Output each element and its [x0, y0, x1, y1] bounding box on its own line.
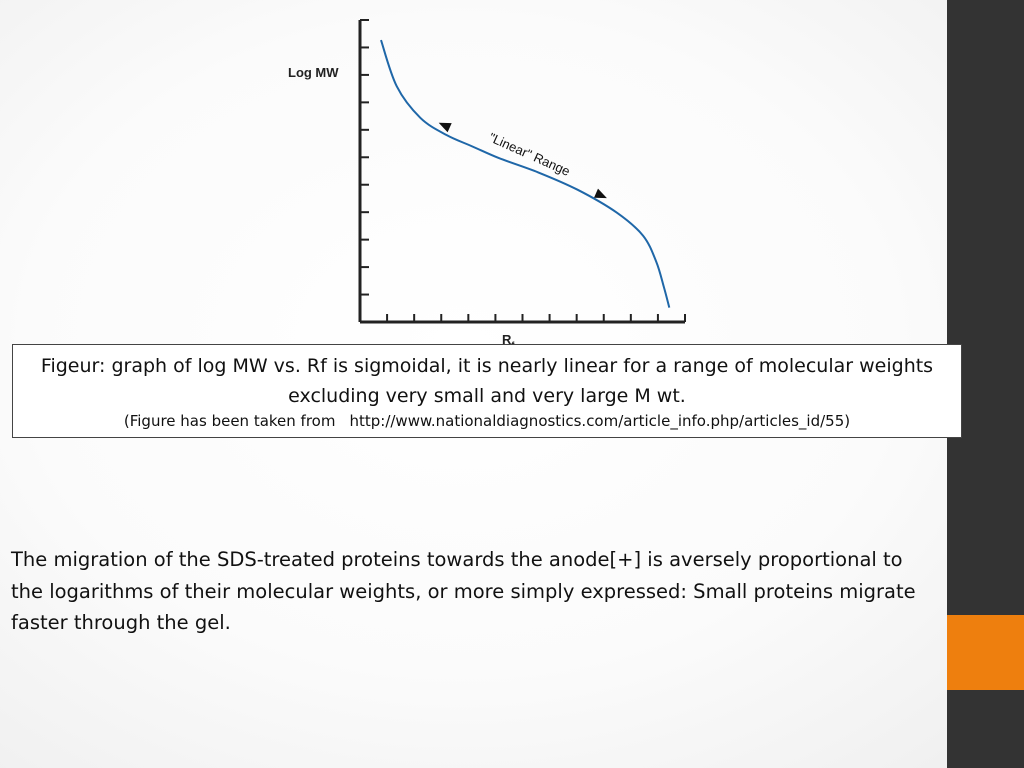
sidebar-accent-block [947, 615, 1024, 690]
linear-range-end-arrow [594, 188, 607, 199]
series-line [380, 39, 671, 308]
figure-source-prefix: (Figure has been taken from [123, 412, 336, 430]
linear-range-start-arrow [438, 122, 452, 133]
figure-source-url: http://www.nationaldiagnostics.com/artic… [349, 412, 851, 430]
figure-source-line: (Figure has been taken from http://www.na… [13, 411, 961, 431]
x-axis-label-main: R [502, 332, 512, 347]
linear-range-annotation: "Linear" Range [487, 130, 573, 179]
figure-caption-box: Figeur: graph of log MW vs. Rf is sigmoi… [12, 344, 962, 438]
axes-layer [358, 20, 685, 324]
sigmoid-chart: Log MW Rf "Linear" Range [288, 19, 686, 350]
ticks-layer [359, 19, 686, 323]
y-axis-label: Log MW [288, 65, 339, 80]
body-paragraph: The migration of the SDS-treated protein… [11, 548, 916, 634]
figure-caption-text: Figeur: graph of log MW vs. Rf is sigmoi… [40, 355, 934, 407]
